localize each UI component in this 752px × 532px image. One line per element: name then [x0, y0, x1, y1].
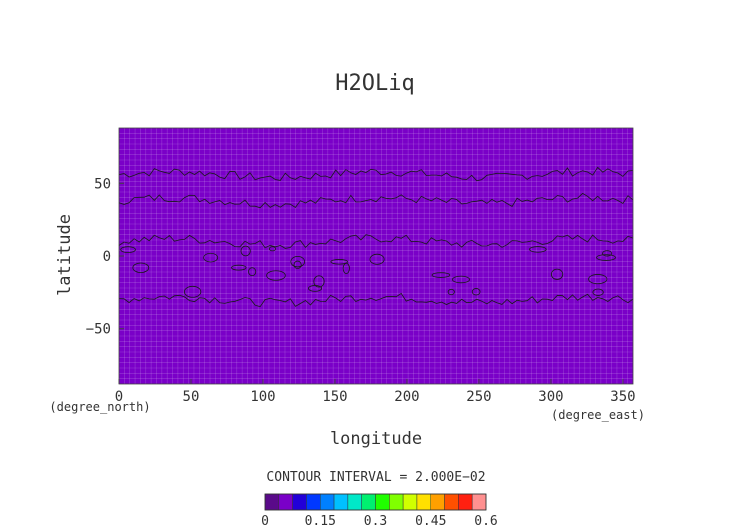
- contour-lines: [118, 166, 634, 308]
- contour-line: [118, 192, 634, 209]
- colorbar-swatch: [306, 493, 321, 511]
- contour-line: [268, 246, 276, 252]
- contour-line: [369, 253, 385, 265]
- contour-line: [550, 268, 564, 280]
- colorbar-swatch: [375, 493, 390, 511]
- colorbar-tick-label: 0: [261, 514, 269, 529]
- contour-line: [293, 260, 302, 270]
- contour-line: [266, 270, 286, 281]
- x-tick-label: 50: [183, 389, 200, 405]
- colorbar-swatch: [361, 493, 376, 511]
- chart-title: H2OLiq: [335, 71, 414, 96]
- contour-line: [203, 252, 219, 263]
- x-tick-label: 100: [250, 389, 275, 405]
- colorbar-swatch: [416, 493, 431, 511]
- contour-line: [120, 246, 136, 254]
- contour-interval-label: CONTOUR INTERVAL = 2.000E−02: [266, 470, 485, 485]
- colorbar-swatch: [347, 493, 362, 511]
- contour-line: [313, 275, 325, 288]
- x-axis-units: (degree_east): [551, 408, 645, 422]
- colorbar-swatch: [320, 493, 335, 511]
- colorbar-tick-label: 0.6: [474, 514, 497, 529]
- contour-line: [240, 245, 251, 257]
- y-tick-label: 50: [94, 176, 111, 192]
- contour-line: [183, 285, 202, 298]
- y-axis-ticks: −50 0 50: [86, 176, 124, 338]
- colorbar-tick-labels: 0 0.15 0.3 0.45 0.6: [261, 514, 498, 529]
- colorbar-swatch: [264, 493, 280, 511]
- contour-line: [529, 246, 547, 253]
- contour-line: [132, 262, 150, 273]
- colorbar-swatch: [389, 493, 404, 511]
- x-tick-label: 150: [322, 389, 347, 405]
- colorbar-tick-label: 0.15: [305, 514, 336, 529]
- contour-line: [118, 234, 634, 249]
- contour-line: [431, 272, 451, 278]
- contour-line: [118, 292, 634, 308]
- y-axis-label: latitude: [55, 214, 75, 296]
- contour-line: [452, 275, 470, 284]
- contour-line: [592, 288, 604, 296]
- x-tick-label: 350: [610, 389, 635, 405]
- contour-line: [118, 166, 634, 182]
- x-tick-label: 200: [394, 389, 419, 405]
- y-tick-label: 0: [103, 249, 111, 265]
- contour-line: [471, 288, 481, 296]
- x-tick-label: 300: [538, 389, 563, 405]
- contour-line: [447, 288, 455, 296]
- grid-lines: [119, 128, 633, 384]
- colorbar-swatch: [444, 493, 459, 511]
- contour-line: [290, 255, 306, 268]
- colorbar-swatch: [278, 493, 293, 511]
- colorbar-swatch: [430, 493, 445, 511]
- x-tick-label: 250: [466, 389, 491, 405]
- y-tick-label: −50: [86, 322, 111, 338]
- x-axis-ticks: 0 50 100 150 200 250 300 350: [115, 379, 636, 405]
- colorbar-swatch: [333, 493, 349, 511]
- colorbar-frame: [264, 493, 487, 511]
- colorbar-tick-label: 0.45: [415, 514, 446, 529]
- colorbar: [264, 493, 487, 511]
- colorbar-swatch: [458, 493, 473, 511]
- y-axis-units: (degree_north): [49, 400, 150, 414]
- colorbar-tick-label: 0.3: [364, 514, 387, 529]
- colorbar-swatch: [402, 493, 418, 511]
- colorbar-swatch: [292, 493, 307, 511]
- contour-line: [248, 267, 257, 277]
- colorbar-swatch: [471, 493, 487, 511]
- contour-line: [596, 254, 616, 261]
- contour-line: [231, 264, 247, 271]
- contour-line: [588, 274, 608, 285]
- contour-line: [602, 250, 613, 257]
- x-axis-label: longitude: [330, 429, 422, 449]
- x-tick-label: 0: [115, 389, 123, 405]
- contour-line: [330, 259, 348, 265]
